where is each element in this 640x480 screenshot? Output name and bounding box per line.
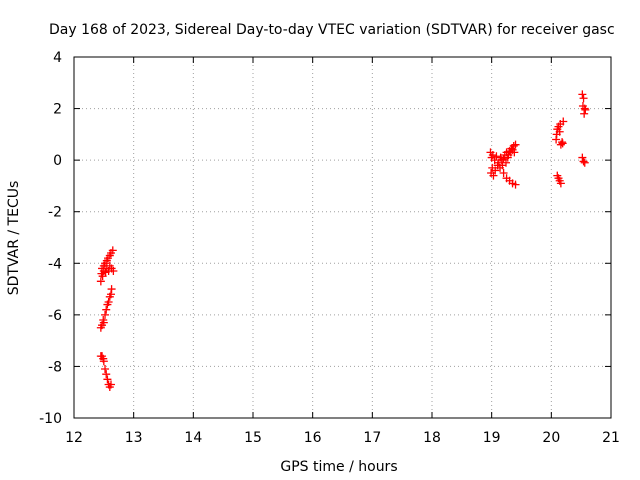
y-axis-label: SDTVAR / TECUs <box>6 181 22 296</box>
y-tick-label: -10 <box>39 411 62 427</box>
data-point-marker <box>489 171 498 180</box>
data-point-marker <box>580 158 589 167</box>
grid-lines <box>74 57 611 418</box>
data-point-marker <box>101 365 110 374</box>
data-point-marker <box>578 153 587 162</box>
data-point-marker <box>491 166 500 175</box>
y-tick-label: 4 <box>53 50 62 66</box>
data-point-marker <box>107 285 116 294</box>
data-point-marker <box>581 105 590 114</box>
data-point-marker <box>579 94 588 103</box>
data-point-marker <box>579 157 588 166</box>
plot-area-frame <box>73 56 612 419</box>
data-point-marker <box>558 139 567 148</box>
x-tick-labels: 12 13 14 15 16 17 18 19 20 21 <box>65 430 620 446</box>
data-point-marker <box>109 267 118 276</box>
data-point-marker <box>103 375 112 384</box>
x-tick-label: 20 <box>542 430 560 446</box>
data-point-marker <box>106 380 115 389</box>
data-point-marker <box>99 318 108 327</box>
x-tick-label: 15 <box>244 430 262 446</box>
data-point-marker <box>499 169 508 178</box>
x-tick-label: 16 <box>304 430 322 446</box>
data-point-marker <box>510 148 519 157</box>
data-point-marker <box>559 117 568 126</box>
data-point-marker <box>488 150 497 159</box>
data-point-marker <box>492 152 501 161</box>
data-point-marker <box>101 310 110 319</box>
x-tick-label: 18 <box>423 430 441 446</box>
y-tick-label: -2 <box>48 205 62 221</box>
data-point-marker <box>99 357 108 366</box>
chart-title: Day 168 of 2023, Sidereal Day-to-day VTE… <box>49 22 615 38</box>
data-point-marker <box>108 246 117 255</box>
x-tick-label: 21 <box>602 430 620 446</box>
data-point-marker <box>104 297 113 306</box>
data-point-marker <box>555 127 564 136</box>
data-point-marker <box>102 305 111 314</box>
y-tick-labels: -10 -8 -6 -4 -2 0 2 4 <box>39 50 62 427</box>
data-point-marker <box>511 140 520 149</box>
data-point-marker <box>96 277 105 286</box>
x-tick-label: 13 <box>125 430 143 446</box>
data-point-marker <box>556 179 565 188</box>
data-point-marker <box>511 180 520 189</box>
x-tick-label: 19 <box>483 430 501 446</box>
y-tick-label: -6 <box>48 308 62 324</box>
data-point-marker <box>501 158 510 167</box>
x-tick-label: 17 <box>363 430 381 446</box>
x-axis-label: GPS time / hours <box>280 459 397 475</box>
data-point-marker <box>578 90 587 99</box>
x-tick-label: 12 <box>65 430 83 446</box>
data-points <box>96 90 590 392</box>
data-point-marker <box>490 156 499 165</box>
y-tick-label: 2 <box>53 102 62 118</box>
y-tick-label: -4 <box>48 256 62 272</box>
y-tick-label: 0 <box>53 153 62 169</box>
data-point-marker <box>102 370 111 379</box>
y-tick-label: -8 <box>48 359 62 375</box>
x-tick-label: 14 <box>184 430 202 446</box>
